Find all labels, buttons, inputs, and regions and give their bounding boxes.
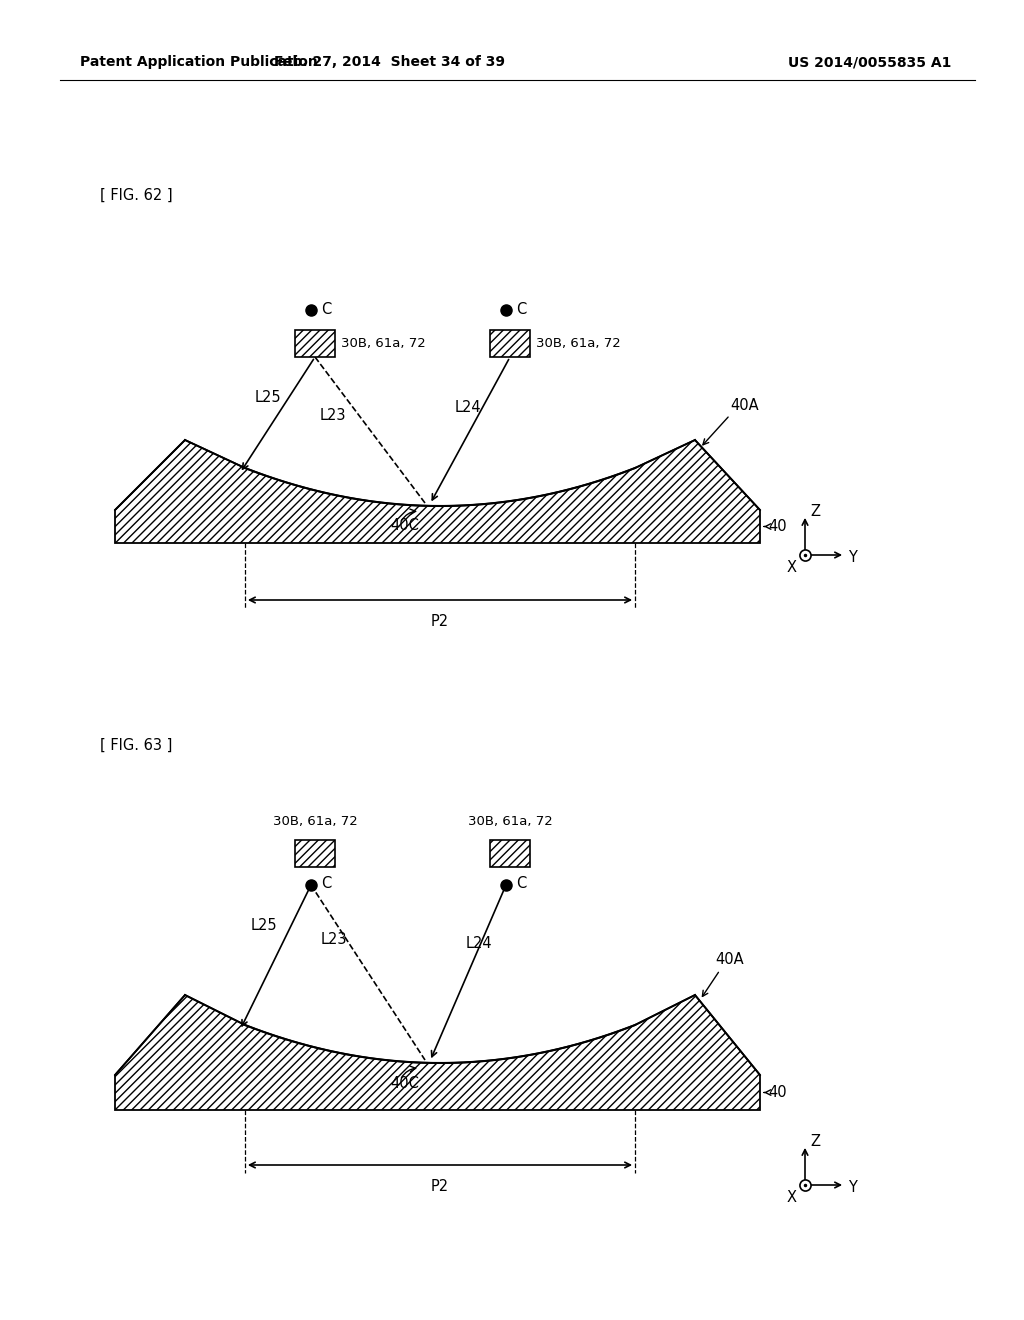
Bar bbox=[295, 840, 335, 867]
Text: Z: Z bbox=[810, 503, 820, 519]
Bar bbox=[295, 330, 335, 356]
Bar bbox=[490, 840, 530, 867]
Text: L24: L24 bbox=[455, 400, 481, 414]
Text: L23: L23 bbox=[321, 932, 347, 948]
Text: 40C: 40C bbox=[390, 1076, 419, 1090]
Text: 40A: 40A bbox=[730, 397, 759, 412]
Text: C: C bbox=[516, 876, 526, 891]
Bar bbox=[490, 330, 530, 356]
Text: US 2014/0055835 A1: US 2014/0055835 A1 bbox=[788, 55, 951, 69]
Text: 30B, 61a, 72: 30B, 61a, 72 bbox=[341, 337, 426, 350]
Bar bbox=[490, 330, 530, 356]
Text: 30B, 61a, 72: 30B, 61a, 72 bbox=[468, 814, 552, 828]
Text: 40A: 40A bbox=[715, 953, 743, 968]
Text: L25: L25 bbox=[255, 389, 282, 404]
Text: Y: Y bbox=[848, 1180, 857, 1195]
Text: C: C bbox=[321, 876, 331, 891]
Text: P2: P2 bbox=[431, 614, 450, 630]
Text: Y: Y bbox=[848, 549, 857, 565]
Text: X: X bbox=[787, 1191, 797, 1205]
Text: L25: L25 bbox=[251, 917, 278, 932]
Text: Z: Z bbox=[810, 1134, 820, 1148]
Text: Patent Application Publication: Patent Application Publication bbox=[80, 55, 317, 69]
Bar bbox=[295, 330, 335, 356]
Text: C: C bbox=[321, 301, 331, 317]
Text: Feb. 27, 2014  Sheet 34 of 39: Feb. 27, 2014 Sheet 34 of 39 bbox=[274, 55, 506, 69]
Text: L24: L24 bbox=[466, 936, 493, 950]
Text: 30B, 61a, 72: 30B, 61a, 72 bbox=[272, 814, 357, 828]
Bar bbox=[490, 840, 530, 867]
Text: [ FIG. 63 ]: [ FIG. 63 ] bbox=[100, 738, 172, 752]
Text: 40C: 40C bbox=[390, 519, 419, 533]
Bar bbox=[295, 840, 335, 867]
Text: P2: P2 bbox=[431, 1179, 450, 1195]
Text: X: X bbox=[787, 561, 797, 576]
Text: 40: 40 bbox=[768, 519, 786, 535]
Text: L23: L23 bbox=[319, 408, 346, 422]
Text: 30B, 61a, 72: 30B, 61a, 72 bbox=[536, 337, 621, 350]
Text: [ FIG. 62 ]: [ FIG. 62 ] bbox=[100, 187, 173, 202]
Polygon shape bbox=[115, 995, 760, 1110]
Polygon shape bbox=[115, 440, 760, 543]
Text: C: C bbox=[516, 301, 526, 317]
Text: 40: 40 bbox=[768, 1085, 786, 1100]
